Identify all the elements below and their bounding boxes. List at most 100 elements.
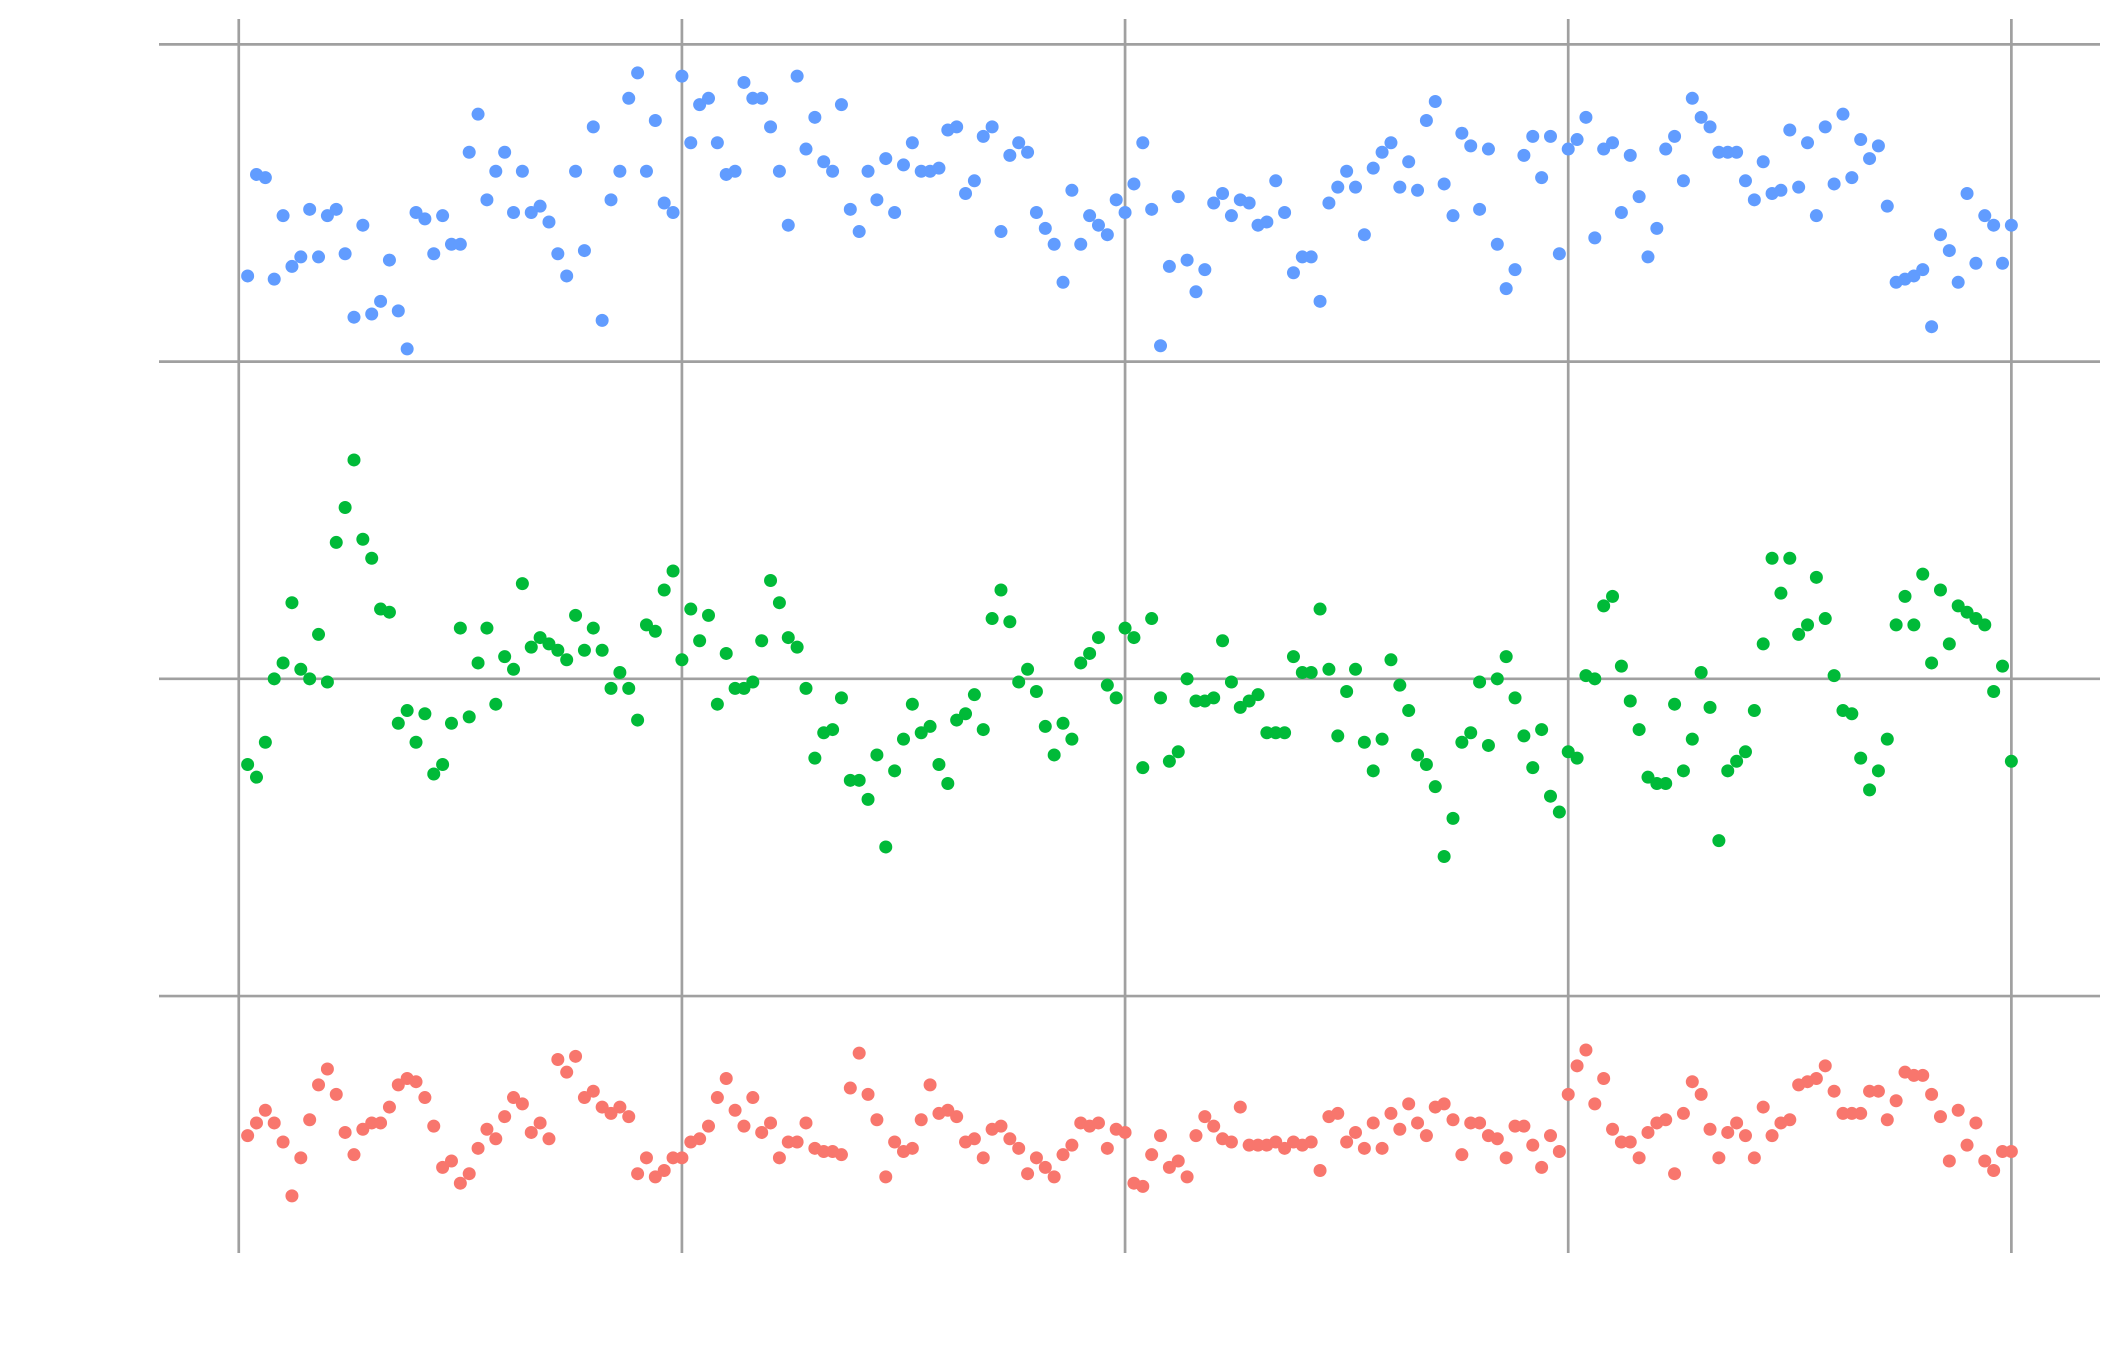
point <box>586 621 600 635</box>
point <box>347 1148 361 1162</box>
point <box>631 1167 645 1181</box>
point <box>976 1151 990 1165</box>
point <box>418 707 432 721</box>
point <box>569 164 583 178</box>
point <box>569 608 583 622</box>
point <box>1588 1097 1602 1111</box>
point <box>1490 237 1504 251</box>
point <box>542 215 556 229</box>
point <box>560 653 574 667</box>
point <box>595 313 609 327</box>
point <box>1411 183 1425 197</box>
point <box>1322 662 1336 676</box>
point <box>1056 716 1070 730</box>
point <box>1730 1116 1744 1130</box>
point <box>1091 1116 1105 1130</box>
point <box>1747 1151 1761 1165</box>
point <box>1393 1122 1407 1136</box>
point <box>1623 148 1637 162</box>
point <box>1535 171 1549 185</box>
point <box>1694 1087 1708 1101</box>
point <box>1641 1125 1655 1139</box>
point <box>1668 697 1682 711</box>
point <box>1747 704 1761 718</box>
point <box>1659 777 1673 791</box>
point <box>1623 694 1637 708</box>
point <box>356 532 370 546</box>
point <box>498 1110 512 1124</box>
point <box>1579 1043 1593 1057</box>
point <box>1304 1135 1318 1149</box>
point <box>666 206 680 220</box>
point <box>1854 133 1868 147</box>
point <box>604 193 618 207</box>
point <box>1180 253 1194 267</box>
point <box>967 174 981 188</box>
point <box>994 1119 1008 1133</box>
point <box>1517 729 1531 743</box>
point <box>702 608 716 622</box>
point <box>1978 1154 1992 1168</box>
point <box>764 1116 778 1130</box>
point <box>1818 120 1832 134</box>
point <box>276 656 290 670</box>
point <box>666 564 680 578</box>
point <box>1818 612 1832 626</box>
point <box>1083 209 1097 223</box>
point <box>1349 662 1363 676</box>
point <box>241 757 255 771</box>
point <box>1455 126 1469 140</box>
point <box>1357 228 1371 242</box>
point <box>1056 275 1070 289</box>
point <box>320 675 334 689</box>
point <box>994 583 1008 597</box>
point <box>1606 1122 1620 1136</box>
point <box>728 1103 742 1117</box>
point <box>1933 228 1947 242</box>
point <box>1614 659 1628 673</box>
point <box>1907 618 1921 632</box>
point <box>1871 1084 1885 1098</box>
point <box>834 98 848 112</box>
point <box>1969 256 1983 270</box>
point <box>879 152 893 166</box>
point <box>267 672 281 686</box>
point <box>241 1129 255 1143</box>
point <box>1375 145 1389 159</box>
point <box>1322 196 1336 210</box>
point <box>710 136 724 150</box>
point <box>888 764 902 778</box>
point <box>1933 583 1947 597</box>
point <box>365 307 379 321</box>
point <box>799 1116 813 1130</box>
point <box>923 1078 937 1092</box>
point <box>693 634 707 648</box>
point <box>994 225 1008 239</box>
point <box>471 1141 485 1155</box>
point <box>258 171 272 185</box>
point <box>1685 732 1699 746</box>
point <box>285 259 299 273</box>
point <box>808 110 822 124</box>
point <box>1349 1125 1363 1139</box>
point <box>1481 142 1495 156</box>
point <box>1774 183 1788 197</box>
point <box>1029 685 1043 699</box>
point <box>1659 142 1673 156</box>
point <box>303 202 317 216</box>
point <box>312 1078 326 1092</box>
point <box>1154 691 1168 705</box>
point <box>755 91 769 105</box>
point <box>276 209 290 223</box>
point <box>1286 266 1300 280</box>
point <box>719 1072 733 1086</box>
point <box>471 107 485 121</box>
point <box>852 225 866 239</box>
point <box>1171 1154 1185 1168</box>
point <box>905 1141 919 1155</box>
point <box>1632 1151 1646 1165</box>
point <box>1331 180 1345 194</box>
point <box>1543 789 1557 803</box>
point <box>1375 1141 1389 1155</box>
